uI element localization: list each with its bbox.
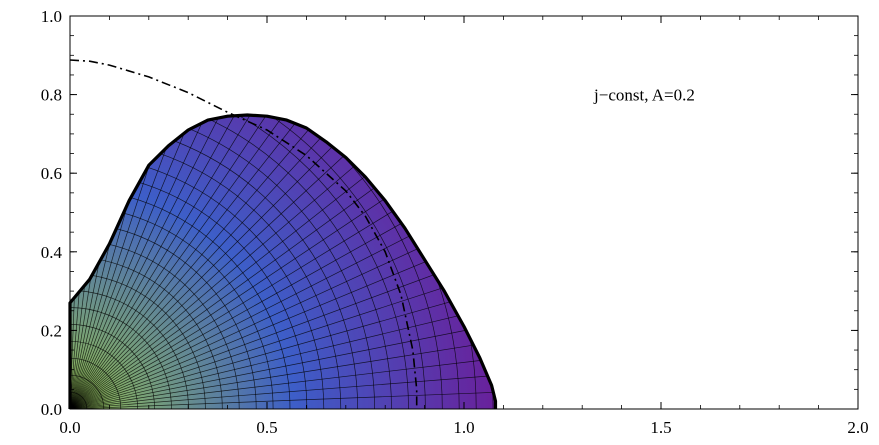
mesh-ray-line [70, 115, 342, 409]
mesh-ray-line [70, 115, 393, 409]
y-tick-label: 1.0 [41, 7, 62, 26]
region-fill [70, 115, 496, 409]
mesh-ring-arc [70, 340, 139, 409]
mesh-ring-arc [70, 307, 172, 409]
mesh-ring-arc [70, 115, 426, 409]
y-tick-label: 0.4 [41, 243, 63, 262]
x-tick-label: 0.5 [256, 418, 277, 437]
mesh-ray-line [70, 115, 289, 409]
chart-annotation: j−const, A=0.2 [593, 86, 695, 105]
mesh-ray-line [70, 115, 376, 409]
curves [68, 59, 498, 409]
x-tick-label: 0.0 [59, 418, 80, 437]
mesh-ray-line [70, 115, 438, 409]
mesh-ring-arc [70, 115, 409, 409]
mesh-ring-arc [70, 391, 88, 409]
mesh-ray-line [70, 115, 325, 409]
mesh-ray-line [70, 388, 496, 409]
x-tick-label: 1.5 [650, 418, 671, 437]
mesh-ray-line [70, 115, 251, 409]
mesh-ring-arc [70, 324, 155, 409]
mesh-ray-line [70, 327, 496, 409]
mesh-ray-line [70, 115, 270, 409]
mesh-ray-line [70, 115, 360, 409]
y-tick-label: 0.8 [41, 86, 62, 105]
y-tick-label: 0.2 [41, 321, 62, 340]
mesh-ray-line [70, 367, 496, 409]
mesh-ring-arc [70, 115, 375, 409]
mesh-ring-arc [70, 290, 189, 409]
x-tick-label: 2.0 [847, 418, 868, 437]
y-tick-label: 0.6 [41, 164, 62, 183]
mesh-ring-arc [70, 256, 223, 409]
mesh-ring-arc [70, 273, 206, 409]
mesh-ring-arc [70, 357, 122, 409]
mesh-ray-line [70, 115, 408, 409]
mesh-ray-line [70, 347, 496, 409]
region-boundary-line [68, 113, 498, 409]
mesh-ray-line [70, 115, 424, 409]
mesh-ray-line [70, 115, 307, 409]
axis-ticks: 0.0 0.5 1.0 1.5 2.0 0.0 0.2 0.4 0.6 0.8 1.0 [41, 7, 869, 437]
x-tick-label: 1.0 [453, 418, 474, 437]
filled-region [70, 115, 496, 409]
mesh-ring-arc [70, 115, 392, 409]
mesh-ring-arc [70, 374, 105, 409]
mesh-ray-line [70, 115, 453, 409]
y-tick-label: 0.0 [41, 400, 62, 419]
